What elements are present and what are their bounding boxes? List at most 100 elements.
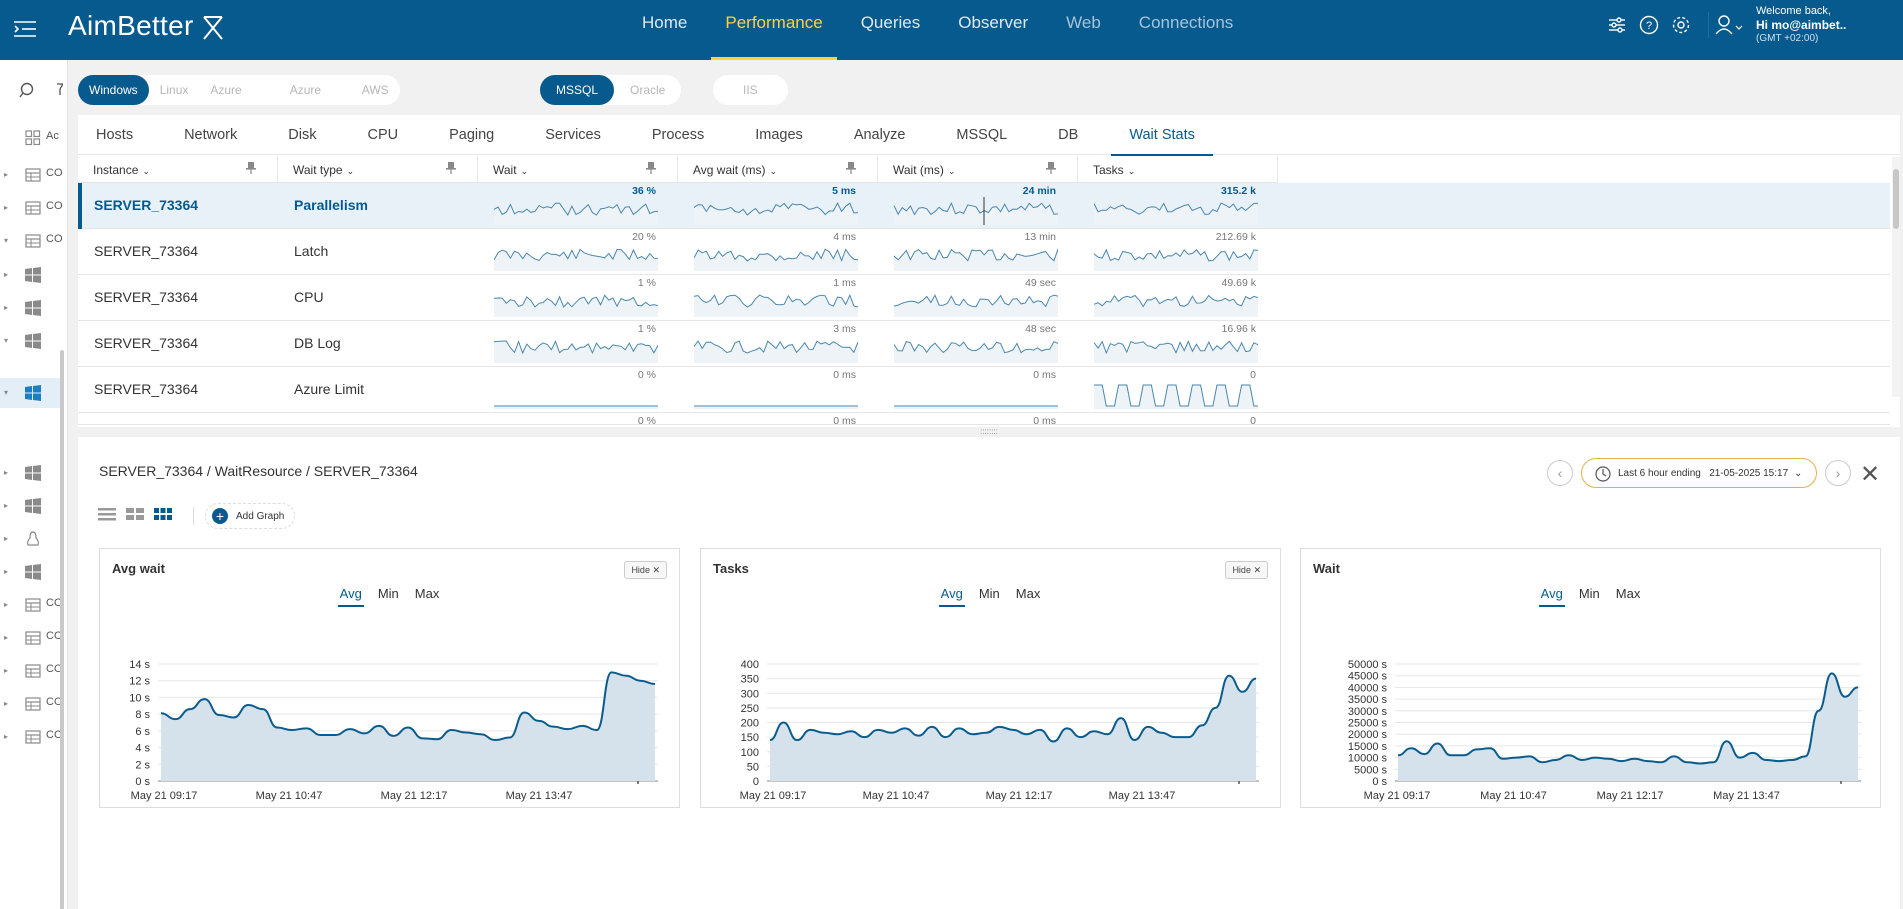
tab-process[interactable]: Process [651, 127, 705, 143]
add-graph-button[interactable]: + Add Graph [205, 503, 296, 529]
column-header[interactable]: Wait ⌄ [478, 157, 678, 183]
pin-icon[interactable] [645, 161, 657, 175]
graph-tab-avg[interactable]: Avg [1538, 584, 1565, 607]
filter-aws[interactable]: AWS [361, 83, 389, 97]
pin-icon[interactable] [245, 161, 257, 175]
expand-caret-icon[interactable]: ▸ [4, 203, 9, 212]
tab-analyze[interactable]: Analyze [853, 127, 906, 143]
sort-chevron-icon[interactable]: ⌄ [947, 166, 956, 176]
filter-iis[interactable]: IIS [743, 83, 758, 97]
filter-icon[interactable] [57, 83, 63, 95]
graph-tab-max[interactable]: Max [414, 586, 440, 601]
tab-hosts[interactable]: Hosts [96, 127, 134, 143]
filter-azure-managed[interactable]: Azure Managed [289, 83, 340, 127]
sort-chevron-icon[interactable]: ⌄ [769, 166, 778, 176]
filter-azure-databases[interactable]: Azure Databases [210, 83, 267, 127]
table-row[interactable]: SERVER_73364 CPU 1 % 1 ms 49 sec 49.69 k [78, 275, 1890, 321]
nav-observer[interactable]: Observer [958, 13, 1029, 32]
tab-cpu[interactable]: CPU [367, 127, 399, 143]
expand-caret-icon[interactable]: ▸ [4, 270, 9, 279]
tab-paging[interactable]: Paging [449, 127, 495, 143]
tree-node[interactable]: ▾ [0, 378, 62, 408]
table-row[interactable]: SERVER_73364 Latch 20 % 4 ms 13 min 212.69 k [78, 229, 1890, 275]
tree-node[interactable]: ▸ CO [0, 722, 63, 752]
nav-performance[interactable]: Performance [711, 0, 838, 60]
column-header[interactable]: Instance ⌄ [78, 157, 278, 183]
tree-node[interactable]: ▸ CO [0, 656, 63, 686]
expand-caret-icon[interactable]: ▾ [4, 336, 9, 345]
search-icon[interactable] [19, 82, 34, 98]
expand-caret-icon[interactable]: ▸ [4, 699, 9, 708]
expand-caret-icon[interactable]: ▸ [4, 732, 9, 741]
layout-three-columns-icon[interactable] [154, 507, 172, 521]
graph-tab-min[interactable]: Min [377, 586, 399, 601]
tab-wait-stats[interactable]: Wait Stats [1111, 115, 1213, 156]
expand-caret-icon[interactable]: ▸ [4, 170, 9, 179]
sliders-icon[interactable] [1606, 14, 1628, 36]
filter-mssql[interactable]: MSSQL [540, 75, 615, 105]
tree-node[interactable]: ▸ CO [0, 193, 63, 223]
table-row[interactable]: SERVER_73364 Azure Limit 0 % 0 ms 0 ms 0 [78, 367, 1890, 413]
expand-caret-icon[interactable]: ▸ [4, 534, 9, 543]
nav-web[interactable]: Web [1066, 13, 1101, 32]
filter-linux[interactable]: Linux [159, 83, 189, 97]
sidebar-scrollbar[interactable] [60, 350, 64, 909]
app-logo[interactable]: AimBetter [68, 10, 224, 42]
close-icon[interactable]: ✕ [1860, 461, 1881, 488]
sort-chevron-icon[interactable]: ⌄ [346, 166, 355, 176]
table-scroll-thumb[interactable] [1893, 169, 1899, 229]
tree-node[interactable]: ▸ [0, 491, 60, 521]
layout-two-columns-icon[interactable] [126, 507, 144, 521]
tree-node[interactable]: ▾ [0, 326, 60, 356]
graph-tab-avg[interactable]: Avg [337, 584, 364, 607]
expand-caret-icon[interactable]: ▾ [4, 388, 9, 397]
expand-caret-icon[interactable]: ▸ [4, 666, 9, 675]
tab-disk[interactable]: Disk [288, 127, 317, 143]
column-header[interactable]: Wait type ⌄ [278, 157, 478, 183]
pin-icon[interactable] [445, 161, 457, 175]
graph-tab-max[interactable]: Max [1015, 586, 1041, 601]
tree-node[interactable]: ▸ [0, 293, 60, 323]
tree-node[interactable]: ▸ CO [0, 689, 63, 719]
expand-caret-icon[interactable]: ▸ [4, 633, 9, 642]
column-header[interactable]: Wait (ms) ⌄ [878, 157, 1078, 183]
table-row[interactable]: SERVER_73364 Parallelism 36 % 5 ms 24 min 315… [78, 183, 1890, 229]
hide-graph-button[interactable]: Hide ✕ [1225, 561, 1268, 579]
nav-home[interactable]: Home [642, 13, 688, 32]
expand-caret-icon[interactable]: ▸ [4, 303, 9, 312]
user-name[interactable]: Hi mo@aimbet.. [1756, 18, 1847, 32]
prev-period-button[interactable]: ‹ [1547, 460, 1573, 486]
pin-icon[interactable] [1045, 161, 1057, 175]
tab-images[interactable]: Images [755, 127, 803, 143]
tab-services[interactable]: Services [545, 127, 601, 143]
tree-node[interactable]: ▸ CO [0, 623, 63, 653]
sort-chevron-icon[interactable]: ⌄ [1127, 166, 1136, 176]
column-header[interactable]: Avg wait (ms) ⌄ [678, 157, 878, 183]
tab-db[interactable]: DB [1058, 127, 1079, 143]
hide-graph-button[interactable]: Hide ✕ [624, 561, 667, 579]
table-row[interactable]: 0 % 0 ms 0 ms 0 [78, 413, 1890, 425]
column-header[interactable]: Tasks ⌄ [1078, 157, 1278, 183]
graph-tab-min[interactable]: Min [1578, 586, 1600, 601]
layout-list-icon[interactable] [98, 507, 116, 521]
pin-icon[interactable] [845, 161, 857, 175]
help-icon[interactable]: ? [1638, 14, 1660, 36]
graph-tab-max[interactable]: Max [1615, 586, 1641, 601]
filter-windows[interactable]: Windows [78, 75, 149, 105]
nav-connections[interactable]: Connections [1138, 13, 1234, 32]
tree-node[interactable]: ▸ CO [0, 160, 63, 190]
table-scrollbar[interactable] [1892, 157, 1900, 397]
expand-caret-icon[interactable]: ▸ [4, 600, 9, 609]
time-range-selector[interactable]: Last 6 hour ending 21-05-2025 15:17 ⌄ [1581, 458, 1817, 488]
expand-caret-icon[interactable]: ▸ [4, 567, 9, 576]
tree-node[interactable]: ▾ CO [0, 226, 63, 256]
sort-chevron-icon[interactable]: ⌄ [520, 166, 529, 176]
filter-oracle[interactable]: Oracle [630, 83, 666, 97]
user-icon[interactable] [1708, 12, 1748, 38]
nav-queries[interactable]: Queries [860, 13, 921, 32]
tree-node[interactable]: ▸ [0, 458, 60, 488]
settings-gear-icon[interactable] [1670, 14, 1692, 36]
graph-tab-min[interactable]: Min [978, 586, 1000, 601]
tree-node[interactable]: ▸ CO [0, 590, 63, 620]
tree-node[interactable]: ▸ [0, 260, 60, 290]
